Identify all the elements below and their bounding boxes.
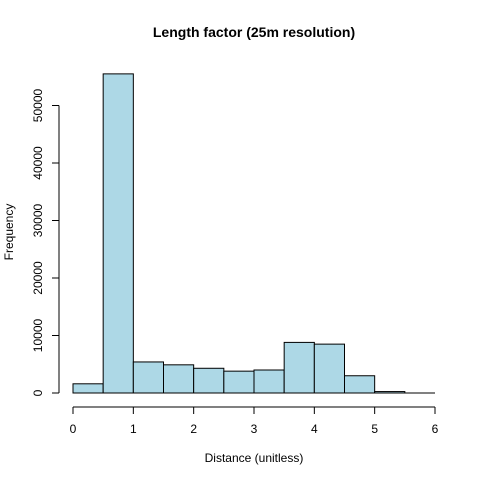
histogram-bar-8 <box>313 343 346 394</box>
y-tick-label-2: 20000 <box>31 261 45 295</box>
y-axis: 0 10000 20000 30000 40000 50000 <box>31 88 60 396</box>
histogram-bar-1 <box>102 73 134 394</box>
y-tick-label-0: 0 <box>31 389 45 396</box>
y-tick-label-5: 50000 <box>31 88 45 122</box>
x-axis-title: Distance (unitless) <box>205 451 304 465</box>
x-tick-label-6: 6 <box>432 422 439 436</box>
histogram-bar-7 <box>283 341 315 394</box>
y-tick-label-4: 40000 <box>31 146 45 180</box>
x-tick-label-2: 2 <box>190 422 197 436</box>
histogram-bar-3 <box>163 364 195 394</box>
y-tick-label-3: 30000 <box>31 203 45 237</box>
histogram-bar-5 <box>223 370 255 394</box>
histogram-bar-6 <box>253 369 285 394</box>
histogram-bar-2 <box>132 361 164 394</box>
histogram-bar-9 <box>344 375 376 394</box>
y-tick-label-1: 10000 <box>31 318 45 352</box>
y-axis-title: Frequency <box>2 204 16 261</box>
x-tick-label-5: 5 <box>371 422 378 436</box>
x-axis: 0 1 2 3 4 5 6 <box>70 406 439 436</box>
x-tick-label-1: 1 <box>130 422 137 436</box>
histogram-bar-0 <box>72 383 104 394</box>
x-tick-label-3: 3 <box>251 422 258 436</box>
x-tick-label-4: 4 <box>311 422 318 436</box>
chart-title: Length factor (25m resolution) <box>153 24 355 40</box>
histogram-bar-10 <box>374 391 406 394</box>
bars-group <box>72 73 435 394</box>
x-tick-label-0: 0 <box>70 422 77 436</box>
histogram-bar-4 <box>193 367 225 394</box>
